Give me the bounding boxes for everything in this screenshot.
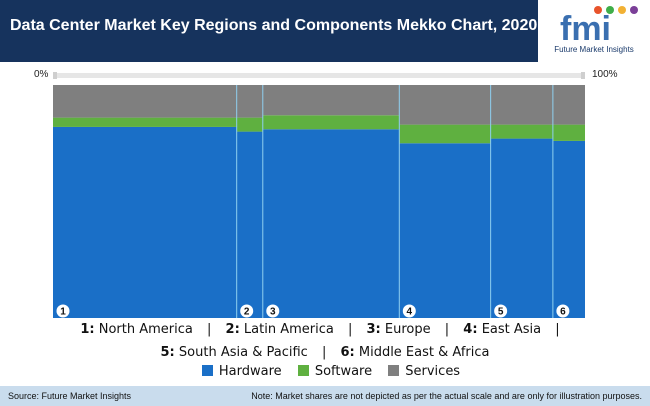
legend-hardware: Hardware: [218, 364, 282, 379]
bar-segment-hardware: [552, 140, 585, 318]
region-legend-item: 5: South Asia & Pacific: [160, 345, 308, 360]
region-legend-item: 3: Europe: [366, 322, 431, 337]
region-badge-label: 5: [498, 307, 504, 318]
scale-end-tick: [581, 72, 585, 79]
note-text: Note: Market shares are not depicted as …: [251, 391, 642, 401]
region-badge-label: 1: [60, 307, 66, 318]
bar-segment-services: [262, 85, 400, 116]
bar-segment-hardware: [262, 129, 400, 318]
bar-segment-hardware: [399, 143, 491, 318]
region-badge-label: 4: [407, 307, 413, 318]
bar-segment-services: [490, 85, 553, 125]
legend-separator: |: [207, 322, 212, 337]
region-legend-line-1: 1: North America | 2: Latin America | 3:…: [0, 322, 650, 337]
bar-segment-software: [552, 124, 585, 141]
region-badge: [266, 304, 280, 318]
bar-segment-services: [399, 85, 491, 125]
bar-segment-hardware: [490, 138, 553, 318]
bar-segment-hardware: [236, 131, 263, 318]
bar-segment-hardware: [53, 126, 237, 318]
bar-segment-software: [262, 115, 400, 130]
header-bar: Data Center Market Key Regions and Compo…: [0, 0, 650, 62]
scale-max-label: 100%: [592, 69, 618, 80]
software-swatch: [297, 365, 309, 376]
scale-min-label: 0%: [34, 69, 49, 80]
bar-segment-services: [236, 85, 263, 118]
legend-separator: |: [321, 345, 327, 360]
region-legend-item: 2: Latin America: [225, 322, 334, 337]
region-badge-label: 2: [244, 307, 250, 318]
legend-separator: |: [444, 322, 450, 337]
scale-start-tick: [53, 72, 57, 79]
svg-text:fmi: fmi: [560, 10, 611, 48]
services-swatch: [388, 365, 400, 376]
series-legend: Hardware Software Services: [0, 364, 650, 379]
source-text: Source: Future Market Insights: [8, 391, 132, 401]
bar-segment-software: [490, 124, 553, 139]
legend-services: Services: [405, 364, 461, 379]
region-legend-item: 1: North America: [80, 322, 193, 337]
region-badge: [56, 304, 70, 318]
region-badge-label: 3: [270, 307, 276, 318]
region-legend-line-2: 5: South Asia & Pacific | 6: Middle East…: [0, 345, 650, 360]
region-legend-item: 4: East Asia: [463, 322, 542, 337]
region-badge-label: 6: [560, 307, 566, 318]
region-badge: [494, 304, 508, 318]
footer-bar: Source: Future Market Insights Note: Mar…: [0, 386, 650, 406]
region-badge: [240, 304, 254, 318]
fmi-logo-mark: fmi: [560, 6, 638, 48]
bar-segment-software: [53, 117, 237, 127]
bar-segment-software: [399, 124, 491, 144]
logo-caption: Future Market Insights: [554, 45, 634, 54]
bar-segment-software: [236, 117, 263, 132]
fmi-logo: fmi Future Market Insights: [538, 0, 650, 62]
region-badge: [556, 304, 570, 318]
legend-software: Software: [314, 364, 373, 379]
chart-title: Data Center Market Key Regions and Compo…: [10, 17, 538, 34]
legend-separator: |: [347, 322, 353, 337]
region-badge: [402, 304, 416, 318]
region-legend-item: 6: Middle East & Africa: [340, 345, 490, 360]
bar-segment-services: [552, 85, 585, 125]
scale-track: [53, 73, 585, 78]
hardware-swatch: [201, 365, 213, 376]
legend-separator: |: [555, 322, 560, 337]
bar-segment-services: [53, 85, 237, 118]
